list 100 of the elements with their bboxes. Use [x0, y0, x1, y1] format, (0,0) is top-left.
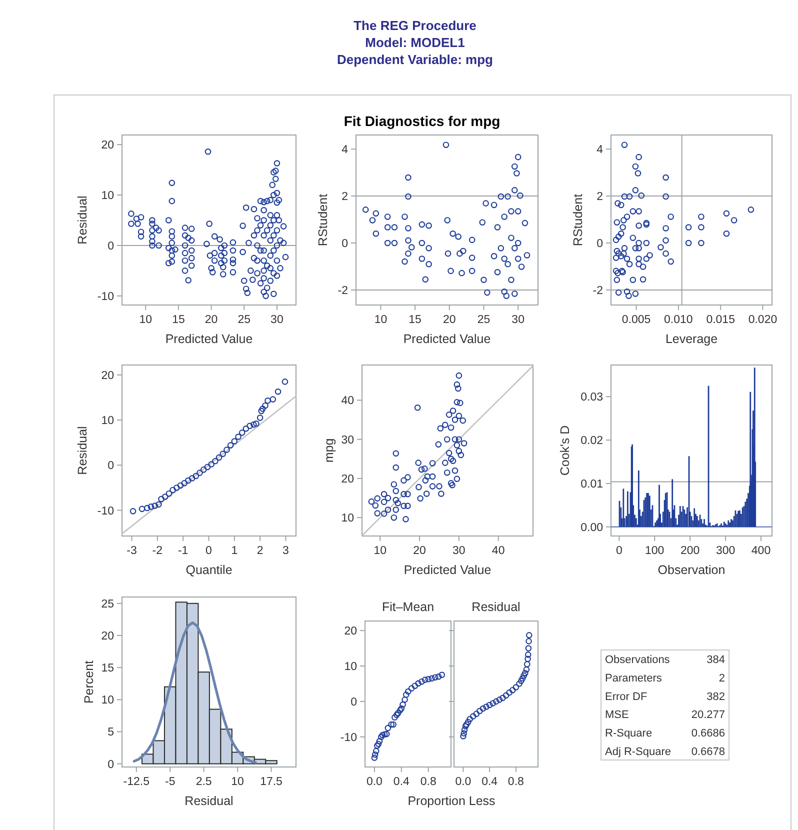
y-tick-label: 10 — [341, 512, 354, 525]
y-tick-label: 2 — [342, 191, 348, 204]
x-tick-label: 10 — [374, 545, 387, 557]
y-tick-label: 5 — [108, 726, 114, 739]
x-tick-label: 17.5 — [260, 776, 282, 788]
x-tick-label: 0.005 — [622, 314, 651, 326]
text: Fit Diagnostics for mpg — [344, 113, 500, 129]
y-tick-label: 0 — [350, 696, 357, 708]
x-tick-label: 10 — [231, 776, 244, 788]
y-tick-label: 4 — [342, 144, 349, 156]
x-tick-label: 0.010 — [664, 314, 693, 326]
y-axis-title: Percent — [82, 660, 96, 704]
x-axis-title: Proportion Less — [408, 794, 496, 808]
x-tick-label: 30 — [452, 545, 466, 557]
category-label: Error DF — [605, 690, 648, 703]
x-axis-title: Residual — [184, 794, 234, 808]
y-tick-label: 2 — [596, 191, 603, 204]
category-label: R-Square — [605, 728, 652, 740]
x-tick-label: 0.4 — [482, 776, 498, 788]
x-tick-label: 2.5 — [196, 776, 212, 788]
x-tick-label: 1 — [231, 545, 238, 557]
x-tick-label: 3 — [282, 545, 289, 557]
y-tick-label: -10 — [97, 290, 114, 303]
y-tick-label: 20 — [341, 473, 354, 486]
x-tick-label: 2 — [256, 545, 264, 557]
y-tick-label: 20 — [101, 370, 114, 382]
x-tick-label: 100 — [645, 545, 664, 557]
y-tick-label: 10 — [101, 190, 114, 202]
x-tick-label: -12.5 — [123, 776, 150, 788]
y-tick-label: 4 — [596, 144, 604, 156]
x-tick-label: -5 — [164, 776, 176, 788]
x-tick-label: 300 — [716, 545, 736, 557]
y-axis-title: mpg — [322, 438, 336, 463]
y-tick-label: 0 — [108, 460, 114, 472]
x-tick-label: -1 — [178, 545, 188, 557]
x-tick-label: 400 — [751, 545, 771, 557]
x-axis-title: Leverage — [665, 332, 718, 346]
x-tick-label: 0 — [206, 545, 212, 557]
y-tick-label: 0.00 — [580, 522, 603, 534]
y-tick-label: 25 — [101, 598, 114, 610]
y-tick-label: 0 — [108, 758, 114, 771]
y-tick-label: 30 — [341, 434, 354, 446]
y-axis-title: Residual — [76, 426, 90, 475]
y-axis-title: Cook's D — [558, 425, 572, 476]
text: The REG Procedure — [354, 18, 476, 33]
x-tick-label: 15 — [172, 314, 185, 326]
x-tick-label: 0 — [616, 545, 622, 557]
x-tick-label: 30 — [270, 314, 284, 326]
data-label: 20.277 — [691, 709, 725, 722]
x-tick-label: 15 — [408, 314, 422, 326]
x-tick-label: 200 — [680, 545, 700, 557]
y-tick-label: 40 — [341, 395, 354, 408]
x-axis-title: Quantile — [186, 563, 232, 577]
y-tick-label: 0 — [108, 240, 114, 252]
category-label: MSE — [605, 709, 629, 722]
y-tick-label: -10 — [340, 732, 357, 744]
x-tick-label: 30 — [512, 314, 524, 326]
data-label: 382 — [706, 690, 725, 703]
x-tick-label: 0.8 — [420, 776, 436, 788]
x-tick-label: 10 — [374, 314, 388, 326]
x-tick-label: 25 — [477, 314, 490, 326]
y-tick-label: 10 — [101, 694, 114, 707]
x-tick-label: 20 — [443, 314, 456, 326]
category-label: Adj R-Square — [605, 746, 672, 758]
y-tick-label: 0 — [342, 238, 348, 250]
x-tick-label: 0.020 — [748, 314, 778, 326]
y-tick-label: 20 — [101, 140, 114, 152]
chart-title: Fit–Mean — [382, 600, 434, 614]
x-tick-label: 0.0 — [455, 776, 472, 788]
y-tick-label: -10 — [97, 505, 114, 518]
y-axis-title: Residual — [76, 196, 90, 244]
x-tick-label: 0.015 — [706, 314, 735, 326]
data-label: 0.6686 — [691, 728, 725, 740]
y-tick-label: 20 — [101, 630, 114, 642]
category-label: Parameters — [605, 672, 662, 684]
x-axis-title: Observation — [658, 563, 726, 577]
x-axis-title: Predicted Value — [403, 332, 491, 346]
y-tick-label: -2 — [592, 284, 603, 297]
y-axis-title: RStudent — [316, 193, 330, 246]
y-tick-label: 0.01 — [580, 478, 603, 490]
y-tick-label: 0.03 — [580, 392, 603, 404]
x-tick-label: -3 — [126, 545, 137, 557]
x-tick-label: 0.0 — [366, 776, 382, 788]
y-tick-label: -2 — [338, 284, 348, 297]
y-tick-label: 10 — [344, 661, 357, 674]
y-tick-label: 0 — [596, 238, 603, 250]
y-axis-title: RStudent — [571, 193, 585, 246]
y-tick-label: 0.02 — [580, 435, 603, 448]
x-tick-label: 20 — [413, 545, 426, 557]
y-tick-label: 15 — [101, 662, 114, 675]
x-tick-label: 25 — [238, 314, 251, 326]
data-label: 2 — [718, 672, 725, 684]
x-tick-label: 10 — [139, 314, 152, 326]
x-tick-label: -2 — [152, 545, 163, 557]
x-axis-title: Predicted Value — [404, 563, 492, 577]
chart-title: Residual — [472, 600, 520, 614]
data-label: 384 — [706, 654, 725, 666]
x-tick-label: 40 — [492, 545, 505, 557]
text: Dependent Variable: mpg — [336, 52, 494, 67]
x-tick-label: 0.8 — [508, 776, 524, 788]
